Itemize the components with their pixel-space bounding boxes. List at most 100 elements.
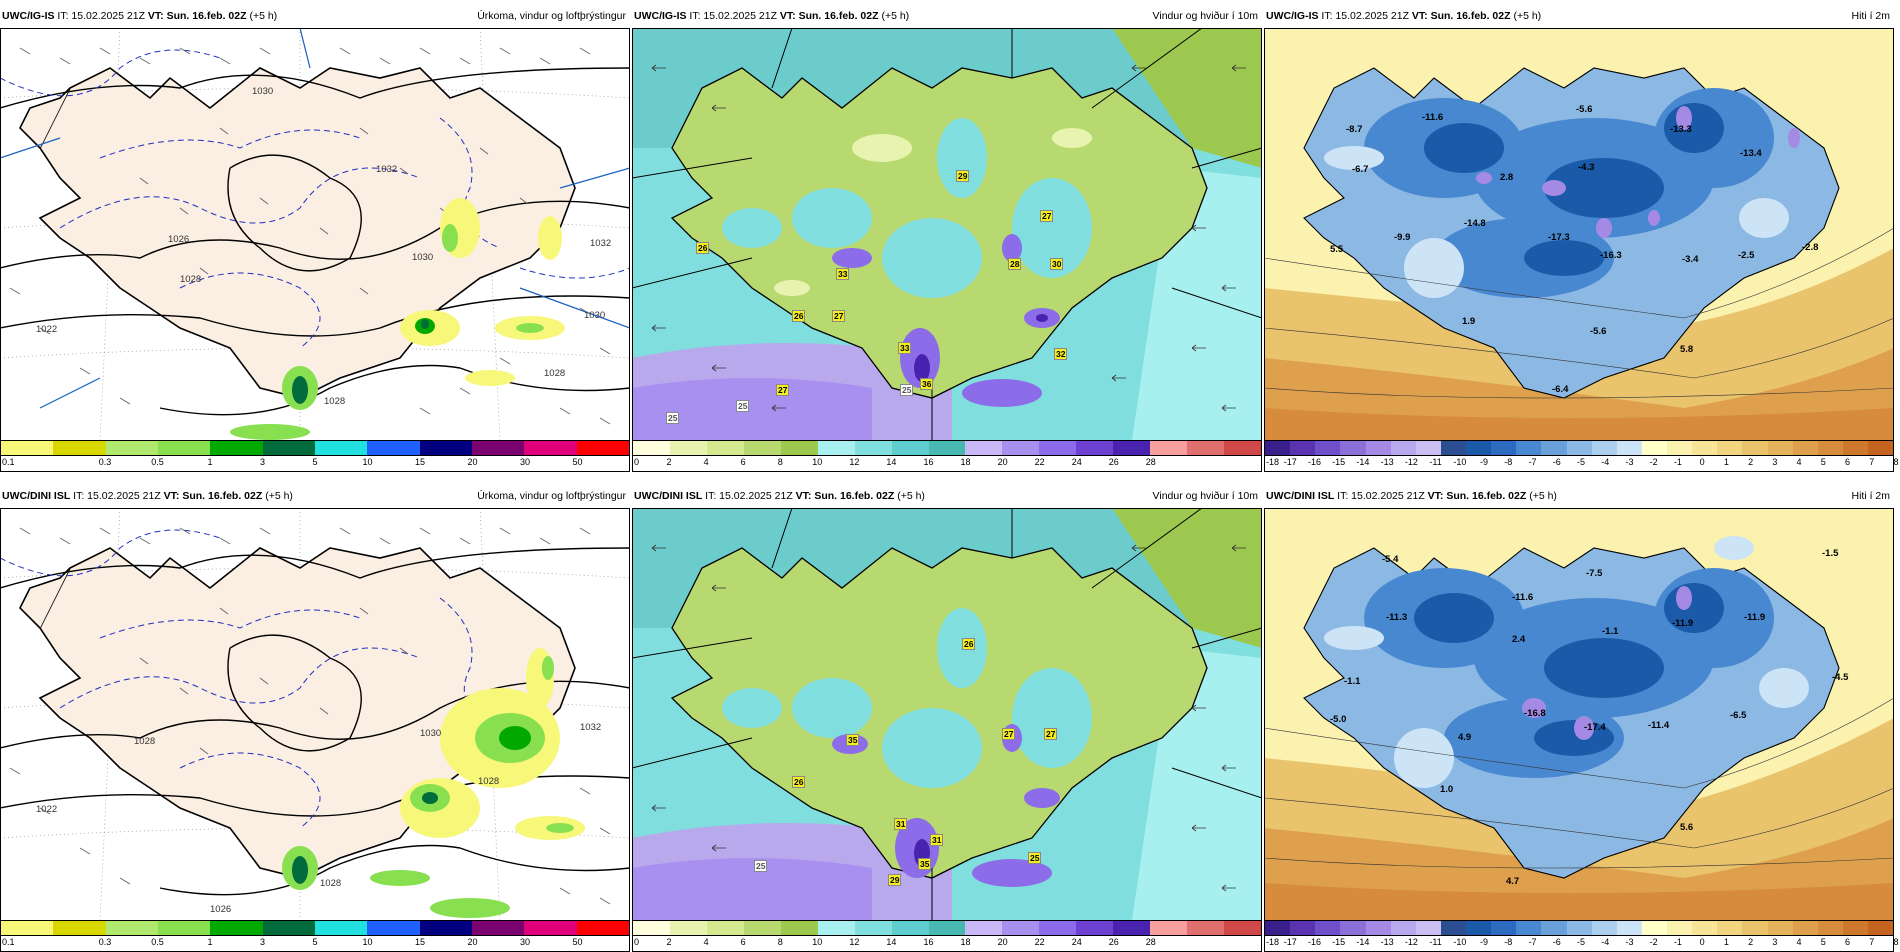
colorbar-swatch xyxy=(1290,441,1316,455)
panel-header: UWC/IG-IS IT: 15.02.2025 21Z VT: Sun. 16… xyxy=(1264,4,1894,28)
wind-map[interactable]: 26 33 29 27 28 30 26 27 27 33 36 32 25 2… xyxy=(632,28,1262,440)
colorbar-swatch xyxy=(780,441,818,455)
temp-label: -6.7 xyxy=(1352,164,1369,175)
colorbar-tick-label: -4 xyxy=(1601,457,1610,467)
colorbar-swatch xyxy=(1265,921,1291,935)
temp-label: -17.4 xyxy=(1584,722,1606,733)
colorbar-swatch xyxy=(262,441,315,455)
colorbar-swatch xyxy=(1,921,54,935)
colorbar-temperature xyxy=(1264,920,1894,936)
precip-map[interactable]: 1028 1030 1032 1022 1028 1028 1026 xyxy=(0,508,630,920)
colorbar-tick-label: -5 xyxy=(1576,937,1586,947)
colorbar-tick-label: 1 xyxy=(1723,457,1729,467)
colorbar-tick-label: 18 xyxy=(960,937,971,947)
precip-map[interactable]: 1030 1032 1026 1028 1030 1032 1022 1028 … xyxy=(0,28,630,440)
colorbar-swatch xyxy=(1491,441,1517,455)
colorbar-swatch xyxy=(1591,921,1617,935)
colorbar-swatch xyxy=(1150,921,1188,935)
wind-map[interactable]: 35 26 26 27 27 31 31 35 29 25 25 xyxy=(632,508,1262,920)
colorbar-tick-label: 6 xyxy=(1845,457,1851,467)
isobar-label: 1032 xyxy=(580,722,602,733)
colorbar-tick-label: 0 xyxy=(634,937,640,947)
colorbar-tick-label: 50 xyxy=(572,457,583,467)
wind-label: 27 xyxy=(1040,210,1054,222)
colorbar-swatch xyxy=(706,921,744,935)
colorbar-swatch xyxy=(1039,441,1077,455)
colorbar-swatch xyxy=(743,921,781,935)
colorbar-tick-label: -9 xyxy=(1480,937,1489,947)
colorbar-tick-label: -1 xyxy=(1673,457,1682,467)
colorbar-ticks: -18 -17 -16 -15 -14 -13 -12 -11 -10 -9 -8 -7 -6 -5 -4-… xyxy=(1264,936,1899,950)
model-name: UWC/DINI ISL xyxy=(1266,490,1335,502)
colorbar-swatch xyxy=(1002,921,1040,935)
colorbar-tick-label: -6 xyxy=(1552,937,1561,947)
colorbar-swatch xyxy=(419,441,472,455)
wind-label: 33 xyxy=(898,342,912,354)
colorbar-tick-label: 20 xyxy=(997,937,1008,947)
temp-label: -14.8 xyxy=(1464,218,1486,229)
colorbar-tick-label: -17 xyxy=(1283,457,1297,467)
isobar-label: 1028 xyxy=(134,736,156,747)
temp-label: -5.0 xyxy=(1330,714,1347,725)
colorbar-swatch xyxy=(928,921,966,935)
colorbar-tick-label: 2 xyxy=(666,937,672,947)
isobar-label: 1028 xyxy=(478,776,500,787)
temp-label: -13.3 xyxy=(1670,124,1692,135)
colorbar-tick-label: 26 xyxy=(1108,457,1119,467)
colorbar-swatch xyxy=(1566,441,1592,455)
temperature-map[interactable]: -8.7 -11.6 -5.6 -13.3 -13.4 -6.7 -4.3 2.… xyxy=(1264,28,1894,440)
colorbar-swatch xyxy=(1315,441,1341,455)
product-title: Vindur og hviður í 10m xyxy=(1152,10,1258,22)
colorbar-tick-label: -2 xyxy=(1649,937,1658,947)
colorbar-swatch xyxy=(1113,441,1151,455)
colorbar-swatch xyxy=(1340,441,1366,455)
colorbar-swatch xyxy=(1641,441,1667,455)
colorbar-swatch xyxy=(891,441,929,455)
wind-label: 31 xyxy=(894,818,908,830)
panel-temp-top: UWC/IG-IS IT: 15.02.2025 21Z VT: Sun. 16… xyxy=(1264,4,1899,472)
colorbar-swatch xyxy=(1390,921,1416,935)
valid-time: VT: Sun. 16.feb. 02Z xyxy=(147,10,247,22)
product-title: Hiti í 2m xyxy=(1851,490,1890,502)
colorbar-tick-label: 3 xyxy=(1772,937,1778,947)
model-name: UWC/IG-IS xyxy=(634,10,687,22)
colorbar-swatch xyxy=(314,921,368,935)
panel-wind-bottom: UWC/DINI ISL IT: 15.02.2025 21Z VT: Sun.… xyxy=(632,484,1262,952)
wind-label: 32 xyxy=(1054,348,1068,360)
temp-label: 4.7 xyxy=(1506,876,1520,887)
colorbar-ticks: -18 -17 -16 -15 -14 -13 -12 -11 -10 -9 -8 -7 -6 -5 -4-… xyxy=(1264,456,1899,470)
wind-label: 36 xyxy=(920,378,934,390)
model-name: UWC/DINI ISL xyxy=(2,490,71,502)
lead-time: (+5 h) xyxy=(897,490,925,502)
colorbar-tick-label: 0.5 xyxy=(151,457,164,467)
colorbar-tick-label: -12 xyxy=(1404,457,1418,467)
colorbar-tick-label: 15 xyxy=(414,937,426,947)
colorbar-swatch xyxy=(1717,441,1743,455)
colorbar-tick-label: 12 xyxy=(849,457,860,467)
colorbar-tick-label: 1 xyxy=(207,937,213,947)
temperature-map[interactable]: -5.4 -7.5 -1.5 -11.3 -11.6 -1.1 -11.9 -1… xyxy=(1264,508,1894,920)
temp-label: -5.4 xyxy=(1382,554,1399,565)
colorbar-swatch xyxy=(1616,441,1642,455)
colorbar-tick-label: -15 xyxy=(1332,937,1346,947)
temp-label: -11.6 xyxy=(1512,592,1534,603)
wind-label: 25 xyxy=(900,384,914,396)
colorbar-tick-label: 22 xyxy=(1034,457,1045,467)
colorbar-swatch xyxy=(669,441,707,455)
product-title: Úrkoma, vindur og loftþrýstingur xyxy=(477,490,626,502)
colorbar-swatch xyxy=(1641,921,1667,935)
colorbar-swatch xyxy=(576,441,629,455)
colorbar-swatch xyxy=(1868,921,1894,935)
wind-label: 33 xyxy=(836,268,850,280)
colorbar-swatch xyxy=(524,441,577,455)
colorbar-tick-label: 4 xyxy=(703,937,709,947)
colorbar-swatch xyxy=(780,921,818,935)
valid-time: VT: Sun. 16.feb. 02Z xyxy=(1427,490,1527,502)
panel-wind-top: UWC/IG-IS IT: 15.02.2025 21Z VT: Sun. 16… xyxy=(632,4,1262,472)
colorbar-swatch xyxy=(1792,441,1818,455)
colorbar-tick-label: 1 xyxy=(1723,937,1729,947)
colorbar-tick-label: -6 xyxy=(1552,457,1561,467)
temp-label: -13.4 xyxy=(1740,148,1762,159)
valid-time: VT: Sun. 16.feb. 02Z xyxy=(163,490,263,502)
colorbar-tick-label: 6 xyxy=(740,457,746,467)
